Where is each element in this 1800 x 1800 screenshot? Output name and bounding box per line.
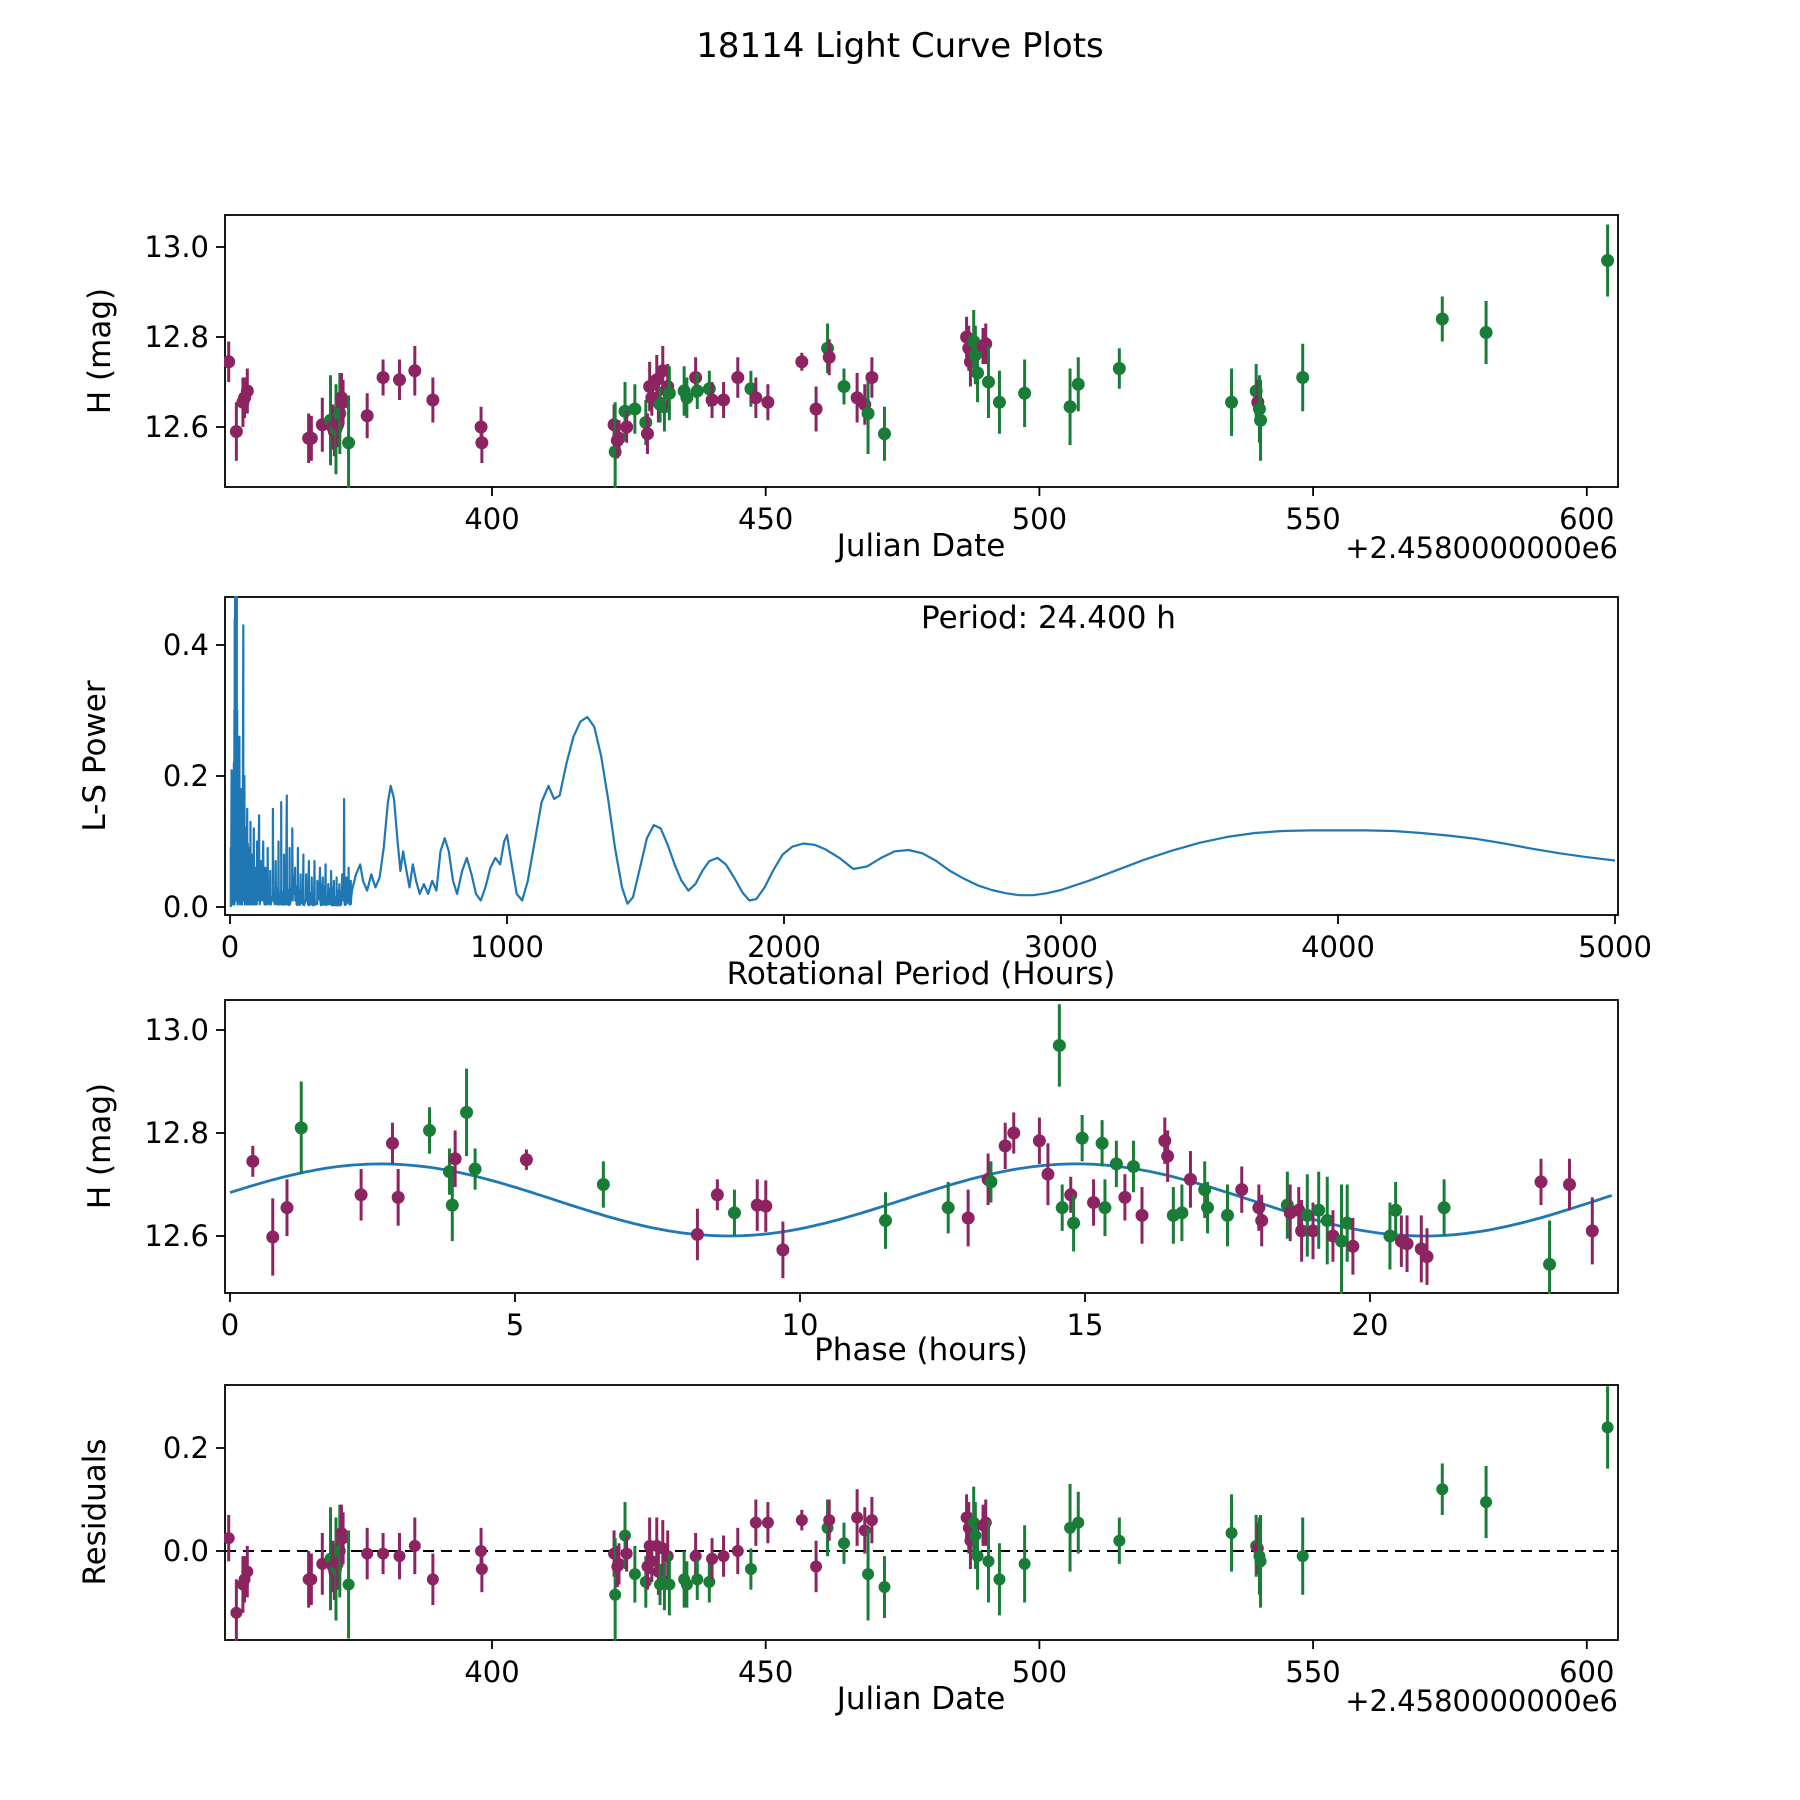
residuals-ytick-label: 0.0 bbox=[163, 1534, 209, 1568]
residuals-x-offset-text: +2.4580000000e6 bbox=[1345, 1684, 1618, 1718]
periodogram-y-axis-label: L-S Power bbox=[77, 680, 113, 832]
phase-xtick-label: 5 bbox=[506, 1308, 524, 1342]
periodogram-ytick-label: 0.0 bbox=[163, 890, 209, 924]
lightcurve-x-axis-label: Julian Date bbox=[836, 528, 1006, 564]
residuals-x-axis-label: Julian Date bbox=[836, 1681, 1006, 1717]
light_curve-ytick-label: 12.6 bbox=[144, 410, 209, 444]
residuals-xtick-label: 400 bbox=[464, 1655, 519, 1689]
light_curve-data-points bbox=[224, 224, 1615, 488]
light_curve-xtick-label: 400 bbox=[464, 502, 519, 536]
lightcurve-x-offset-text: +2.4580000000e6 bbox=[1345, 531, 1618, 565]
light_curve-ytick-label: 12.8 bbox=[144, 320, 209, 354]
periodogram-xtick-label: 4000 bbox=[1301, 930, 1375, 964]
periodogram-xtick-label: 3000 bbox=[1024, 930, 1098, 964]
phase-xtick-label: 10 bbox=[782, 1308, 819, 1342]
phase-xtick-label: 0 bbox=[221, 1308, 239, 1342]
periodogram-power-curve bbox=[229, 596, 1616, 908]
phase-data-points bbox=[246, 1004, 1599, 1294]
residuals-xtick-label: 450 bbox=[738, 1655, 793, 1689]
lightcurve-y-axis-label: H (mag) bbox=[82, 287, 118, 415]
periodogram-ytick-label: 0.2 bbox=[163, 759, 209, 793]
light_curve-xtick-label: 450 bbox=[738, 502, 793, 536]
phase-xtick-label: 20 bbox=[1352, 1308, 1389, 1342]
residuals-data-points bbox=[224, 1386, 1614, 1641]
periodogram-xtick-label: 5000 bbox=[1578, 930, 1652, 964]
light_curve-xtick-label: 500 bbox=[1012, 502, 1067, 536]
light_curve-xtick-label: 600 bbox=[1559, 502, 1614, 536]
periodogram-xtick-label: 2000 bbox=[747, 930, 821, 964]
figure-title: 18114 Light Curve Plots bbox=[696, 26, 1104, 66]
phase-fit-curve bbox=[229, 1162, 1613, 1238]
phase-ytick-label: 12.8 bbox=[144, 1116, 209, 1150]
periodogram-x-axis-label: Rotational Period (Hours) bbox=[726, 956, 1116, 992]
residuals-xtick-label: 600 bbox=[1559, 1655, 1614, 1689]
residuals-axes: 0.2 0.0 400 450 500 550 600 bbox=[163, 1384, 1619, 1689]
periodogram-xtick-label: 0 bbox=[221, 930, 239, 964]
phase-ytick-label: 13.0 bbox=[144, 1013, 209, 1047]
phase-x-axis-label: Phase (hours) bbox=[814, 1332, 1028, 1368]
periodogram-ytick-label: 0.4 bbox=[163, 628, 209, 662]
phase-xtick-label: 15 bbox=[1067, 1308, 1104, 1342]
residuals-ytick-label: 0.2 bbox=[163, 1431, 209, 1465]
periodogram-xtick-label: 1000 bbox=[470, 930, 544, 964]
periodogram-axes: 0.0 0.2 0.4 0 1000 2000 3000 4000 5000 bbox=[163, 596, 1652, 964]
light_curve-ytick-label: 13.0 bbox=[144, 230, 209, 264]
phase-axes: 13.0 12.8 12.6 0 5 10 15 20 bbox=[144, 999, 1619, 1342]
residuals-xtick-label: 550 bbox=[1285, 1655, 1340, 1689]
phase-y-axis-label: H (mag) bbox=[82, 1082, 118, 1210]
light_curve-axes: 13.0 12.8 12.6 400 450 500 550 600 bbox=[144, 214, 1619, 536]
light_curve-xtick-label: 550 bbox=[1285, 502, 1340, 536]
phase-ytick-label: 12.6 bbox=[144, 1219, 209, 1253]
residuals-y-axis-label: Residuals bbox=[77, 1438, 113, 1586]
best-period-annotation: Period: 24.400 h bbox=[921, 600, 1176, 636]
residuals-xtick-label: 500 bbox=[1012, 1655, 1067, 1689]
